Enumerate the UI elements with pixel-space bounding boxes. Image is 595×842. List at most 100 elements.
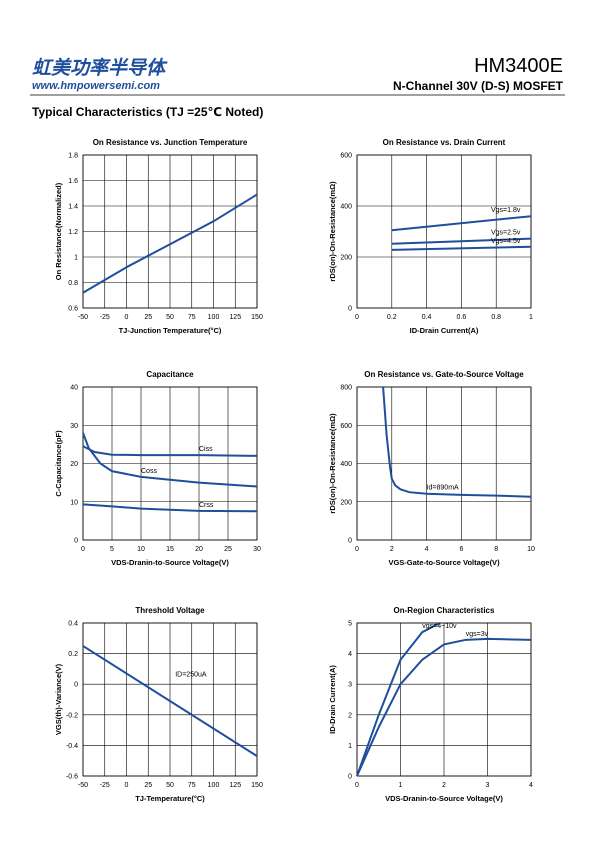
series-label: Ciss xyxy=(199,446,213,453)
chart-title: Threshold Voltage xyxy=(135,606,205,615)
x-tick-label: 100 xyxy=(208,782,220,789)
series-label: vgs=3v xyxy=(466,631,489,638)
x-axis-label: ID-Drain Current(A) xyxy=(410,326,479,335)
plot-frame xyxy=(356,386,532,541)
x-tick-label: 0.4 xyxy=(422,314,432,321)
y-tick-label: -0.4 xyxy=(66,743,78,750)
data-line xyxy=(82,193,258,294)
data-line xyxy=(82,432,258,488)
logo: 虹美功率半导体 xyxy=(32,57,168,79)
x-tick-label: 0.8 xyxy=(491,314,501,321)
y-tick-label: 3 xyxy=(348,682,352,689)
data-line xyxy=(391,237,532,245)
y-tick-label: 1 xyxy=(74,255,78,262)
y-tick-label: 200 xyxy=(340,499,352,506)
x-tick-label: 0 xyxy=(355,314,359,321)
x-axis-label: TJ-Junction Temperature(°C) xyxy=(119,326,222,335)
x-tick-label: -25 xyxy=(100,782,110,789)
x-tick-label: 0.6 xyxy=(457,314,467,321)
y-tick-label: -0.6 xyxy=(66,774,78,781)
x-tick-label: 25 xyxy=(144,782,152,789)
data-line xyxy=(391,245,532,251)
plot-frame xyxy=(82,154,258,309)
x-tick-label: 15 xyxy=(166,546,174,553)
chart-title: On Resistance vs. Drain Current xyxy=(383,138,506,147)
chart-title: Capacitance xyxy=(146,370,194,379)
y-axis-label: rDS(on)-On-Resistance(mΩ) xyxy=(328,413,337,514)
y-tick-label: 2 xyxy=(348,712,352,719)
plot-frame xyxy=(356,622,532,777)
annotation: ID=250uA xyxy=(175,672,207,679)
chart-title: On Resistance vs. Gate-to-Source Voltage xyxy=(364,370,524,379)
x-tick-label: 0.2 xyxy=(387,314,397,321)
description: N-Channel 30V (D-S) MOSFET xyxy=(393,79,564,93)
y-axis-label: rDS(on)-On-Resistance(mΩ) xyxy=(328,181,337,282)
x-tick-label: 10 xyxy=(527,546,535,553)
x-tick-label: 150 xyxy=(251,314,263,321)
y-tick-label: 0.6 xyxy=(68,306,78,313)
x-axis-label: VDS-Dranin-to-Source Voltage(V) xyxy=(111,558,229,567)
y-tick-label: 0.8 xyxy=(68,280,78,287)
chart-title: On-Region Characteristics xyxy=(394,606,495,615)
y-tick-label: 400 xyxy=(340,461,352,468)
x-tick-label: 2 xyxy=(390,546,394,553)
y-tick-label: 0 xyxy=(348,306,352,313)
x-tick-label: 0 xyxy=(355,546,359,553)
data-line xyxy=(382,386,532,498)
x-tick-label: 2 xyxy=(442,782,446,789)
series-label: Vgs=4.5v xyxy=(491,238,521,245)
y-axis-label: ID-Drain Current(A) xyxy=(328,665,337,734)
x-tick-label: 0 xyxy=(81,546,85,553)
x-tick-label: -50 xyxy=(78,782,88,789)
plot-frame xyxy=(356,154,532,309)
x-tick-label: -50 xyxy=(78,314,88,321)
y-tick-label: 40 xyxy=(70,385,78,392)
y-tick-label: 1 xyxy=(348,743,352,750)
y-axis-label: VGS(th)-Variance(V) xyxy=(54,663,63,735)
x-tick-label: 25 xyxy=(224,546,232,553)
data-line xyxy=(356,637,532,777)
y-tick-label: 800 xyxy=(340,385,352,392)
y-tick-label: 4 xyxy=(348,651,352,658)
series-label: Crss xyxy=(199,502,214,509)
y-tick-label: 0 xyxy=(348,538,352,545)
x-tick-label: 0 xyxy=(355,782,359,789)
x-axis-label: VGS-Gate-to-Source Voltage(V) xyxy=(388,558,500,567)
x-tick-label: 75 xyxy=(188,314,196,321)
y-tick-label: 10 xyxy=(70,499,78,506)
y-tick-label: 1.8 xyxy=(68,153,78,160)
y-tick-label: -0.2 xyxy=(66,712,78,719)
series-label: Vgs=2.5v xyxy=(491,230,521,237)
x-tick-label: 100 xyxy=(208,314,220,321)
x-tick-label: 4 xyxy=(529,782,533,789)
x-axis-label: VDS-Dranin-to-Source Voltage(V) xyxy=(385,794,503,803)
y-tick-label: 20 xyxy=(70,461,78,468)
y-tick-label: 600 xyxy=(340,153,352,160)
section-title: Typical Characteristics (TJ =25℃ Noted) xyxy=(32,105,263,119)
part-number: HM3400E xyxy=(474,55,563,77)
data-line xyxy=(82,445,258,457)
x-tick-label: 4 xyxy=(425,546,429,553)
website: www.hmpowersemi.com xyxy=(32,80,160,92)
x-tick-label: 5 xyxy=(110,546,114,553)
x-tick-label: 0 xyxy=(125,782,129,789)
y-tick-label: 0.4 xyxy=(68,621,78,628)
chart-title: On Resistance vs. Junction Temperature xyxy=(93,138,248,147)
data-line xyxy=(391,215,532,232)
x-tick-label: 1 xyxy=(399,782,403,789)
x-tick-label: 125 xyxy=(229,782,241,789)
series-label: Vgs=1.8v xyxy=(491,207,521,214)
x-tick-label: 150 xyxy=(251,782,263,789)
y-tick-label: 0 xyxy=(74,682,78,689)
y-tick-label: 0.2 xyxy=(68,651,78,658)
x-tick-label: 10 xyxy=(137,546,145,553)
series-label: Coss xyxy=(141,468,157,475)
y-axis-label: On Resistance(Normalized) xyxy=(54,182,63,280)
series-label: Id=890mA xyxy=(427,485,459,492)
x-axis-label: TJ-Temperature(°C) xyxy=(135,794,205,803)
data-line xyxy=(356,622,441,777)
plot-frame xyxy=(82,622,258,777)
y-tick-label: 600 xyxy=(340,423,352,430)
